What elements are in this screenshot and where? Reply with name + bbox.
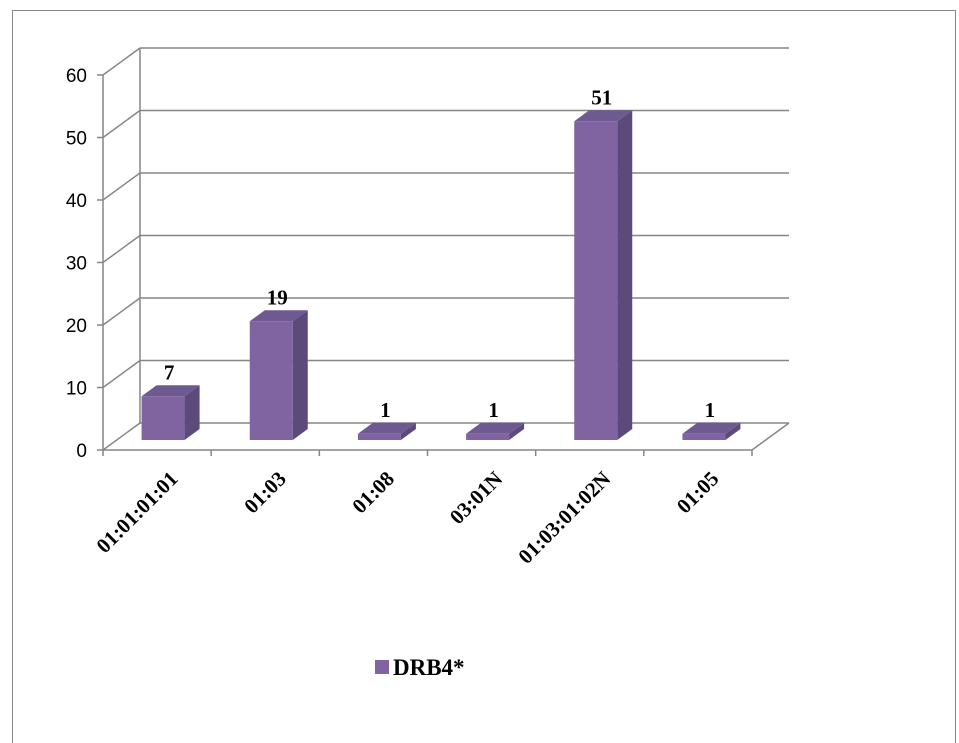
bar-side-face [292, 310, 308, 440]
bar-side-face [617, 110, 633, 440]
bar [466, 422, 525, 440]
gridline-side [102, 172, 141, 201]
bar-front-face [466, 433, 510, 440]
legend-swatch [375, 660, 389, 674]
bar-side-face [509, 422, 525, 440]
bar-front-face [357, 433, 401, 440]
bar-front-face [574, 121, 618, 440]
x-tick-label: 01:03:01:02N [513, 467, 615, 569]
bar-side-face [184, 385, 200, 440]
bar-series [141, 110, 741, 440]
gridline-side [102, 109, 141, 139]
data-label: 7 [164, 360, 175, 384]
bar [357, 422, 416, 440]
data-label: 51 [591, 85, 612, 109]
legend-label: DRB4* [393, 655, 465, 680]
y-tick-label: 30 [66, 254, 87, 275]
bar [682, 422, 741, 440]
x-tick-label: 01:08 [347, 467, 399, 519]
gridline-side [102, 359, 141, 389]
bar-front-face [249, 321, 293, 440]
y-tick-label: 20 [66, 316, 87, 337]
gridlines [102, 47, 789, 451]
gridline-side [102, 422, 141, 451]
bar-top-face [141, 385, 200, 397]
chart-walls [102, 48, 790, 451]
bar [249, 310, 308, 440]
bar-top-face [682, 422, 741, 434]
data-label: 19 [267, 285, 288, 309]
y-tick-label: 0 [76, 441, 87, 462]
bar-top-face [357, 422, 416, 434]
floor-right-edge [751, 422, 790, 451]
bar-side-face [725, 422, 741, 440]
gridline-side [102, 234, 141, 264]
bar [141, 385, 200, 440]
bar-top-face [466, 422, 525, 434]
gridline-side [102, 297, 141, 326]
y-tick-label: 50 [66, 129, 87, 150]
x-tick-label: 01:03 [239, 467, 291, 519]
bar [574, 110, 633, 440]
bar-front-face [141, 396, 185, 440]
x-tick-label: 03:01N [445, 467, 507, 529]
x-axis: 01:01:01:01 01:03 01:08 03:01N 01:03:01:02N 0… [91, 450, 753, 569]
data-label: 1 [488, 398, 499, 422]
data-label: 1 [380, 398, 391, 422]
y-axis: 0 10 20 30 40 50 60 [66, 66, 103, 462]
bar-side-face [400, 422, 416, 440]
chart-frame [12, 10, 956, 743]
legend: DRB4* [375, 655, 465, 680]
y-tick-label: 10 [66, 379, 87, 400]
x-tick-label: 01:05 [672, 467, 724, 519]
data-labels: 7 19 1 1 51 1 [164, 85, 715, 422]
data-label: 1 [705, 398, 716, 422]
bar-top-face [574, 110, 633, 122]
gridline-side [102, 47, 141, 76]
bar-front-face [682, 433, 726, 440]
y-tick-label: 40 [66, 191, 87, 212]
y-tick-label: 60 [66, 66, 87, 87]
bar-top-face [249, 310, 308, 322]
x-tick-label: 01:01:01:01 [91, 467, 182, 558]
